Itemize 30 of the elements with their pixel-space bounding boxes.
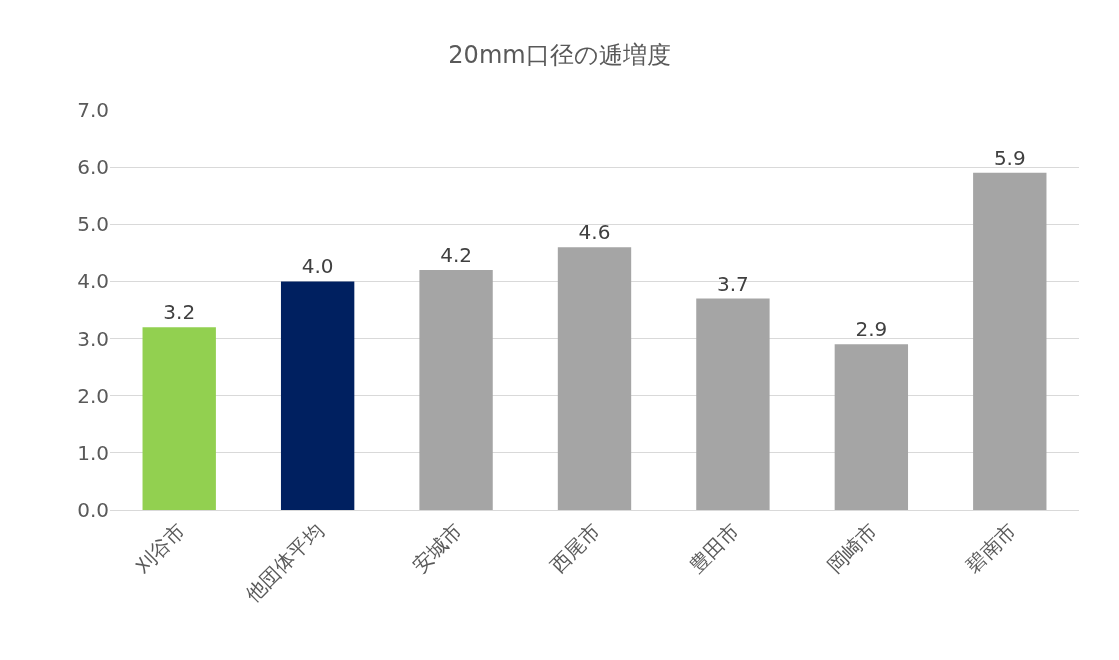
bar bbox=[280, 281, 355, 510]
data-label: 4.0 bbox=[301, 254, 334, 279]
data-label: 3.7 bbox=[717, 271, 749, 296]
y-tick-label: 5.0 bbox=[77, 212, 109, 237]
x-tick-label: 碧南市 bbox=[961, 518, 1021, 579]
x-tick-label: 安城市 bbox=[407, 518, 467, 579]
x-tick-label: 西尾市 bbox=[545, 518, 606, 579]
bar bbox=[973, 172, 1047, 510]
bar bbox=[419, 270, 493, 510]
x-tick-label: 豊田市 bbox=[684, 518, 744, 579]
y-tick-label: 4.0 bbox=[77, 269, 109, 294]
y-tick-label: 6.0 bbox=[77, 155, 109, 180]
y-tick-label: 1.0 bbox=[77, 440, 109, 465]
chart-title: 20mm口径の逓増度 bbox=[448, 41, 671, 69]
x-tick-label: 岡崎市 bbox=[822, 518, 882, 579]
y-tick-label: 0.0 bbox=[77, 498, 109, 522]
data-label: 3.2 bbox=[163, 300, 196, 325]
bar bbox=[834, 344, 909, 510]
bar bbox=[557, 247, 632, 510]
data-label: 4.2 bbox=[440, 243, 472, 267]
y-tick-label: 3.0 bbox=[77, 326, 109, 351]
data-label: 4.6 bbox=[578, 220, 611, 245]
y-tick-label: 2.0 bbox=[77, 383, 109, 408]
x-tick-label: 刈谷市 bbox=[129, 518, 190, 579]
x-tick-label: 他団体平均 bbox=[240, 518, 329, 607]
bar bbox=[142, 327, 216, 510]
y-tick-label: 7.0 bbox=[77, 98, 109, 122]
data-label: 2.9 bbox=[855, 317, 888, 342]
bar bbox=[696, 298, 770, 510]
data-label: 5.9 bbox=[993, 145, 1026, 170]
